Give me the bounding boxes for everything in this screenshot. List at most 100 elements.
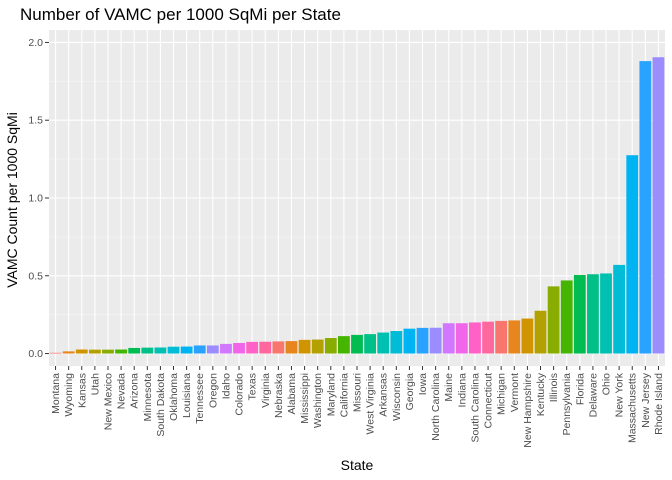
x-tick-label: Arizona xyxy=(129,373,141,409)
x-tick-label: Alabama xyxy=(286,373,298,415)
x-tick-label: Montana xyxy=(50,373,62,414)
x-tick-label: Nevada xyxy=(116,373,128,409)
bar-south-carolina xyxy=(469,322,481,354)
bar-florida xyxy=(573,275,586,354)
x-tick-label: Virginia xyxy=(260,373,272,408)
x-tick-label: Utah xyxy=(89,373,101,395)
bar-utah xyxy=(88,349,101,354)
bar-maryland xyxy=(324,338,337,354)
bar-north-carolina xyxy=(429,327,442,354)
x-tick-label: Tennessee xyxy=(194,373,206,424)
x-tick-label: Maine xyxy=(443,373,455,402)
bar-mississippi xyxy=(298,339,311,354)
bar-vermont xyxy=(508,320,521,354)
bar-connecticut xyxy=(482,321,494,354)
chart-title: Number of VAMC per 1000 SqMi per State xyxy=(20,5,341,24)
x-tick-label: Idaho xyxy=(220,373,232,399)
x-axis-title: State xyxy=(341,457,374,473)
x-tick-label: Arkansas xyxy=(378,373,390,417)
x-tick-label: Kansas xyxy=(76,373,88,408)
x-tick-label: Kentucky xyxy=(535,372,547,416)
bar-minnesota xyxy=(141,347,154,354)
bar-kentucky xyxy=(534,310,547,354)
x-tick-label: Louisiana xyxy=(181,373,193,418)
x-tick-label: Oregon xyxy=(207,373,219,408)
bar-montana xyxy=(49,352,62,354)
bar-colorado xyxy=(233,342,245,354)
bar-rhode-island xyxy=(652,57,665,354)
bar-tennessee xyxy=(193,345,206,354)
x-tick-label: Maryland xyxy=(325,373,337,416)
bar-michigan xyxy=(495,320,508,354)
bar-illinois xyxy=(547,286,560,354)
bar-oklahoma xyxy=(167,346,180,354)
x-tick-label: Illinois xyxy=(548,373,560,402)
x-tick-label: Minnesota xyxy=(142,373,154,422)
x-tick-label: New Jersey xyxy=(640,372,652,428)
x-tick-label: Rhode Island xyxy=(653,373,665,435)
x-tick-label: West Virginia xyxy=(365,373,377,435)
bar-maine xyxy=(442,323,455,354)
bar-iowa xyxy=(416,327,429,354)
y-tick-label: 1.5 xyxy=(28,115,43,127)
bar-washington xyxy=(311,339,324,354)
bar-arizona xyxy=(128,347,141,354)
bar-new-mexico xyxy=(102,349,114,354)
x-tick-label: New Mexico xyxy=(102,373,114,430)
x-tick-label: Indiana xyxy=(456,373,468,408)
x-tick-label: South Carolina xyxy=(469,373,481,443)
bar-texas xyxy=(246,341,259,354)
bar-pennsylvania xyxy=(560,280,573,354)
bar-new-jersey xyxy=(639,61,652,354)
x-tick-label: Michigan xyxy=(496,373,508,415)
bar-kansas xyxy=(75,349,88,354)
x-tick-label: Oklahoma xyxy=(168,373,180,421)
bar-nevada xyxy=(115,349,127,354)
y-tick-label: 1.0 xyxy=(28,193,43,205)
y-tick-label: 2.0 xyxy=(28,37,43,49)
x-tick-label: Georgia xyxy=(404,373,416,411)
y-tick-label: 0.0 xyxy=(28,348,43,360)
x-tick-label: Delaware xyxy=(587,373,599,418)
bar-west-virginia xyxy=(364,334,377,354)
x-axis: Montana Wyoming Kansas Utah New Mexico Nevada… xyxy=(50,366,665,448)
bar-indiana xyxy=(455,323,468,354)
bar-louisiana xyxy=(180,346,193,354)
x-tick-label: Ohio xyxy=(601,373,613,395)
x-tick-label: North Carolina xyxy=(430,373,442,441)
bar-wisconsin xyxy=(390,331,403,354)
bar-wyoming xyxy=(62,351,75,354)
y-axis-title: VAMC Count per 1000 SqMi xyxy=(4,112,20,288)
bar-oregon xyxy=(206,345,219,354)
bar-alabama xyxy=(285,341,298,354)
bar-georgia xyxy=(403,328,416,354)
bar-massachusetts xyxy=(626,155,639,354)
grid-lines xyxy=(49,30,665,366)
x-tick-label: Mississippi xyxy=(299,373,311,424)
bar-new-hampshire xyxy=(521,318,534,354)
x-tick-label: California xyxy=(338,373,350,418)
x-tick-label: Massachusetts xyxy=(627,373,639,443)
y-axis: 0.0 0.5 1.0 1.5 2.0 xyxy=(28,37,49,360)
x-tick-label: Wisconsin xyxy=(391,373,403,421)
bar-nebraska xyxy=(272,341,285,354)
x-tick-label: Missouri xyxy=(352,373,364,412)
x-tick-label: Vermont xyxy=(509,373,521,412)
bar-idaho xyxy=(220,343,232,354)
bar-new-york xyxy=(613,264,626,354)
x-tick-label: Texas xyxy=(247,373,259,400)
bar-delaware xyxy=(587,274,599,354)
x-tick-label: Colorado xyxy=(234,373,246,416)
bar-california xyxy=(337,336,350,354)
x-tick-label: Washington xyxy=(312,373,324,428)
x-tick-label: Florida xyxy=(574,373,586,405)
x-tick-label: New York xyxy=(614,372,626,417)
bar-arkansas xyxy=(377,332,390,354)
x-tick-label: South Dakota xyxy=(155,373,167,437)
x-tick-label: New Hampshire xyxy=(522,373,534,448)
bars xyxy=(49,57,665,354)
bar-south-dakota xyxy=(154,347,167,354)
x-tick-label: Connecticut xyxy=(483,373,495,429)
x-tick-label: Wyoming xyxy=(63,373,75,417)
